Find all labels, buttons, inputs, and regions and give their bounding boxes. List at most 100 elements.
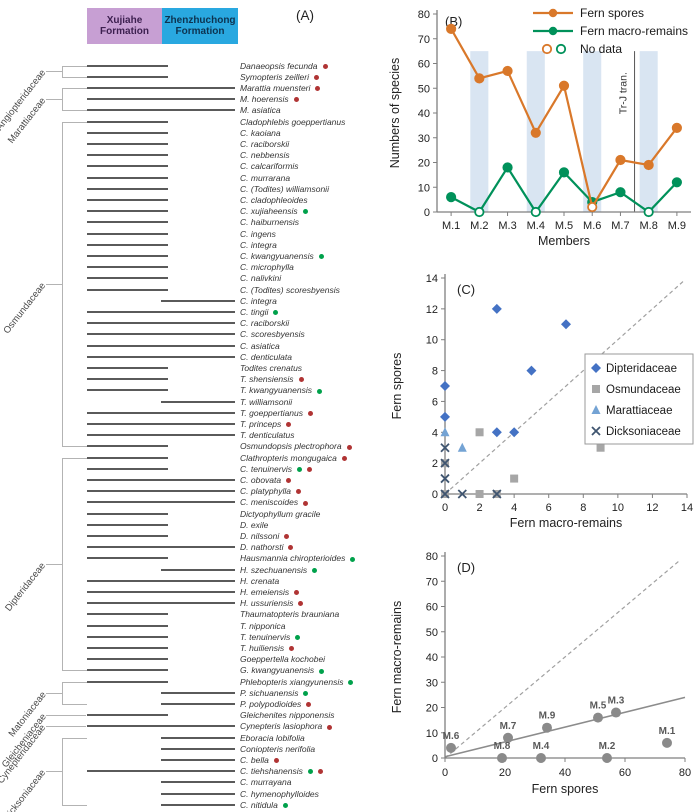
member-point-label: M.1	[659, 726, 676, 737]
species-name: Osmundopsis plectrophora	[240, 441, 352, 451]
data-point	[615, 154, 626, 166]
bracket-line	[62, 457, 63, 671]
species-range-line	[87, 490, 235, 493]
y-tick-label: 10	[418, 182, 430, 194]
species-range-line	[87, 411, 235, 414]
scatter-point-dipteridaceae	[491, 427, 502, 438]
bracket-line	[62, 76, 87, 78]
species-range-line	[161, 400, 235, 403]
species-name: C. tiehshanensis	[240, 766, 323, 776]
y-tick-label: 20	[426, 703, 438, 715]
member-point-label: M.8	[494, 741, 511, 752]
x-tick-label: M.3	[498, 220, 516, 232]
species-range-line	[87, 378, 169, 381]
y-tick-label: 80	[426, 551, 438, 563]
scatter-point-dipteridaceae	[526, 365, 537, 376]
species-range-line	[87, 243, 169, 246]
species-name: T. williamsonii	[240, 396, 293, 407]
species-range-line	[87, 165, 169, 168]
bracket-line	[62, 704, 87, 705]
legend-open-circle-green	[555, 43, 567, 55]
species-range-line	[87, 98, 235, 101]
species-range-line	[161, 792, 235, 795]
legend-label: Marattiaceae	[606, 405, 672, 417]
species-name: C. raciborskii	[240, 139, 290, 149]
scatter-point-dipteridaceae	[440, 411, 450, 422]
x-tick-label: 10	[612, 502, 624, 514]
y-tick-label: 60	[418, 59, 430, 71]
member-point	[611, 707, 621, 718]
one-to-one-line	[444, 280, 684, 495]
green-dot-icon	[307, 769, 313, 775]
species-range-line	[87, 680, 169, 683]
species-name: T. shensiensis	[240, 374, 304, 384]
legend-label: No data	[580, 42, 622, 56]
species-range-line	[87, 255, 169, 257]
red-dot-icon	[284, 534, 290, 540]
family-label: Dipteridaceae	[3, 560, 49, 614]
y-tick-label: 60	[426, 602, 438, 614]
species-range-line	[87, 467, 169, 470]
x-tick-label: 60	[619, 767, 631, 779]
y-tick-label: 12	[426, 304, 438, 316]
species-range-line	[87, 725, 235, 728]
red-dot-icon	[315, 86, 321, 92]
green-dot-icon	[302, 209, 308, 215]
x-tick-label: 4	[511, 502, 517, 514]
species-range-line	[87, 120, 169, 123]
species-range-line	[161, 736, 235, 739]
red-dot-icon	[288, 545, 294, 551]
bracket-line	[46, 715, 86, 717]
data-point	[558, 80, 570, 91]
species-name: C. murrarana	[240, 172, 291, 183]
y-tick-label: 20	[418, 158, 430, 170]
species-name: C. nebbensis	[240, 150, 290, 161]
species-name: C. integra	[240, 295, 277, 306]
legend-label: Dipteridaceae	[606, 363, 677, 375]
species-range-line	[87, 635, 169, 638]
y-tick-label: 6	[432, 396, 438, 408]
species-name: T. kwangyuanensis	[240, 385, 322, 395]
species-range-line	[87, 535, 169, 537]
bracket-line	[62, 457, 87, 459]
species-range-line	[87, 288, 169, 291]
species-range-line	[161, 299, 235, 302]
species-name: Dictyophyllum gracile	[240, 508, 321, 519]
data-point	[643, 159, 654, 171]
legend-marker-triangle	[591, 405, 601, 414]
x-tick-label: 14	[681, 502, 693, 514]
species-range-line	[87, 445, 169, 448]
bracket-line	[46, 284, 62, 285]
green-dot-icon	[319, 668, 325, 674]
species-name: T. huiliensis	[240, 643, 295, 653]
species-name: H. emeiensis	[240, 587, 300, 597]
species-range-line	[87, 647, 169, 649]
species-name: C. haiburnensis	[240, 217, 300, 228]
species-range-line	[87, 277, 169, 280]
y-tick-label: 4	[432, 427, 438, 439]
y-tick-label: 80	[418, 9, 430, 21]
species-range-line	[87, 456, 169, 459]
highlight-band	[470, 51, 489, 212]
chart-d-macroremains-vs-spores-by-member: 0 20 40 60 80 0 10 20 30 40 50 60 70 80 Fern spores Fer…	[390, 551, 691, 796]
y-tick-label: 50	[426, 627, 438, 639]
y-tick-label: 8	[432, 366, 438, 378]
green-dot-icon	[348, 679, 354, 685]
red-dot-icon	[308, 411, 314, 417]
red-dot-icon	[289, 646, 295, 652]
member-point-label: M.4	[533, 741, 550, 752]
species-range-line	[87, 658, 169, 661]
x-tick-label: M.2	[470, 220, 488, 232]
red-dot-icon	[322, 63, 328, 69]
species-range-line	[87, 479, 235, 481]
legend-open-circle-orange	[541, 43, 553, 55]
species-name: H. szechuanensis	[240, 565, 318, 575]
species-range-line	[87, 75, 169, 78]
member-point-label: M.2	[599, 741, 616, 752]
species-range-line	[87, 714, 169, 717]
x-tick-label: M.4	[527, 220, 545, 232]
bracket-line	[62, 670, 87, 672]
scatter-point-marattiaceae	[457, 442, 467, 452]
bracket-line	[62, 88, 87, 89]
